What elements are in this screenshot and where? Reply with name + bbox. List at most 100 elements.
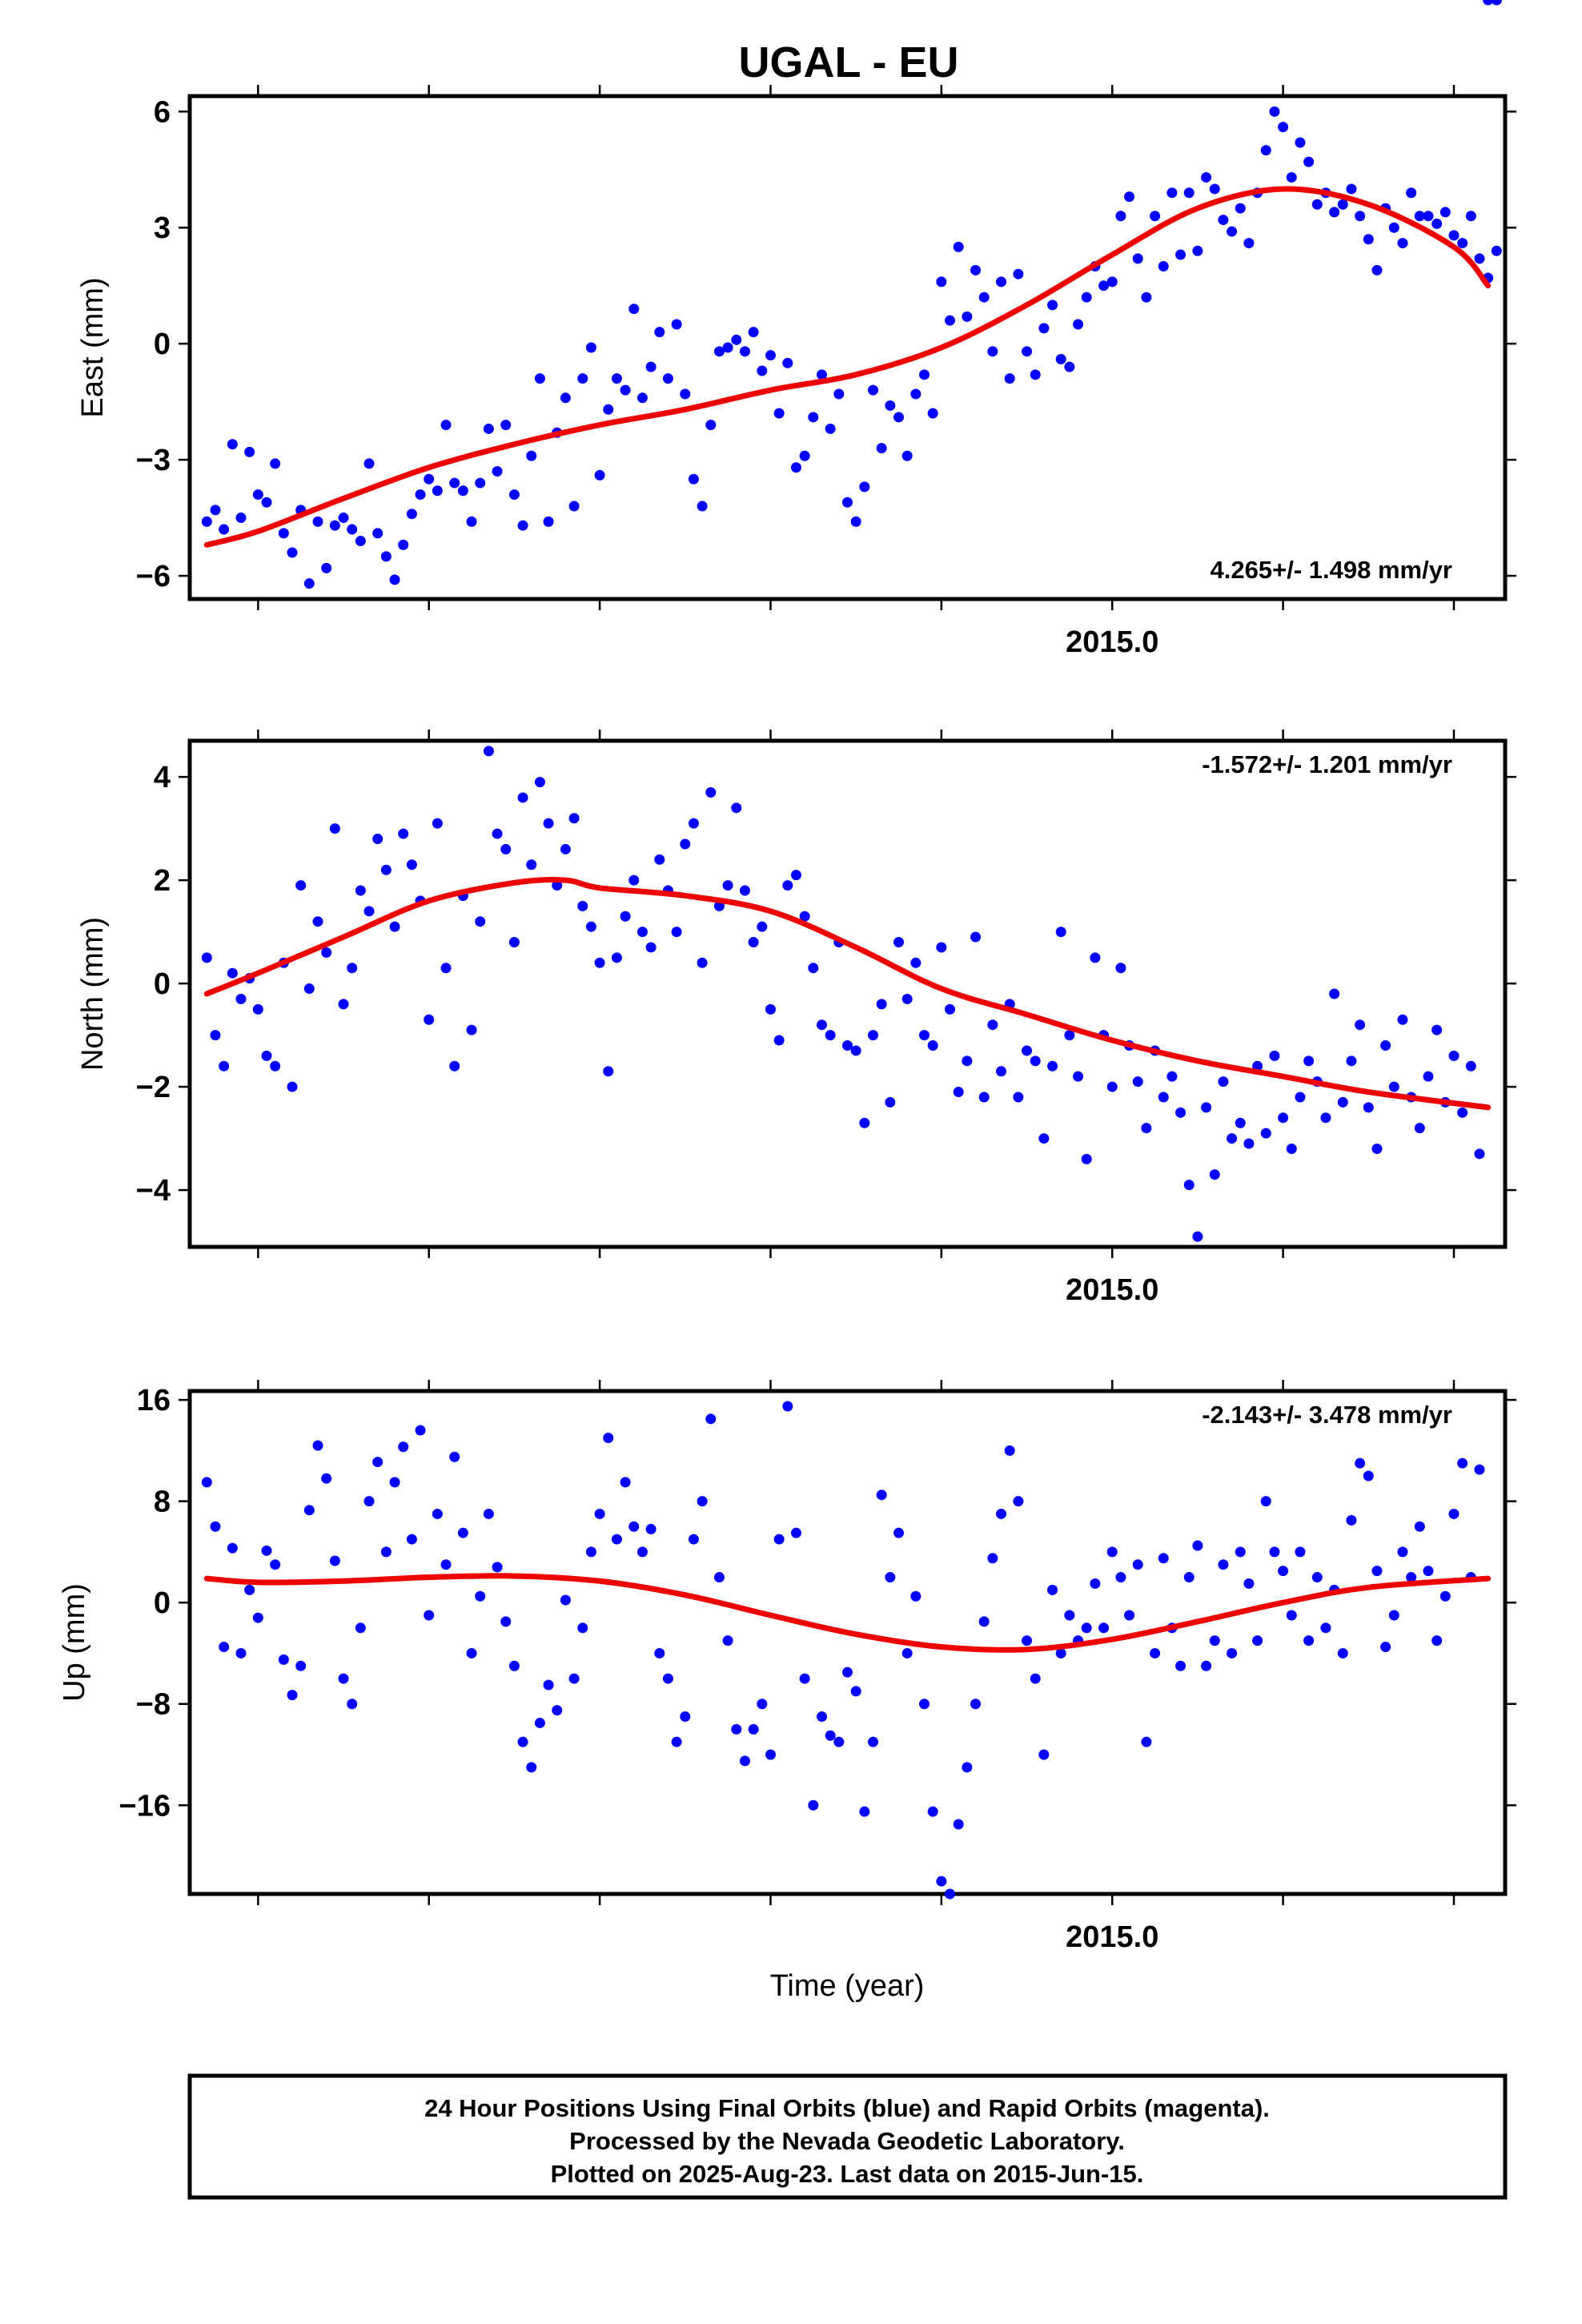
east-y-tick-label: 0 [154,328,171,361]
up-data-point [628,1521,640,1532]
north-y-tick-label: 2 [154,864,171,898]
east-data-point [1175,249,1186,260]
up-data-point [671,1736,682,1747]
up-data-point [398,1441,409,1453]
east-data-point [568,501,580,512]
up-data-point [1269,1546,1280,1558]
east-data-point [782,357,793,368]
up-data-point [808,1799,819,1811]
up-data-point [825,1730,836,1741]
up-y-tick-label: 0 [154,1586,171,1620]
up-data-point [1423,1566,1434,1577]
north-data-point [1235,1117,1246,1128]
up-data-point [1346,1514,1357,1526]
up-data-point [654,1647,665,1659]
east-data-point [1064,361,1075,372]
up-data-point [1337,1647,1348,1659]
up-y-tick-label: 8 [154,1486,171,1519]
east-data-point [1388,222,1399,233]
north-data-point [543,818,554,829]
north-data-point [671,927,682,938]
up-data-point [901,1647,913,1659]
north-data-point [398,828,409,839]
north-data-point [1337,1096,1348,1108]
east-data-point [483,423,494,434]
up-data-point [577,1622,588,1634]
east-data-point [492,466,503,477]
north-data-point [508,937,520,948]
east-data-point [927,408,938,419]
north-data-point [270,1060,281,1072]
north-y-axis-label: North (mm) [76,917,110,1071]
north-data-point [1414,1123,1425,1134]
up-data-point [1448,1508,1460,1519]
up-data-point [1286,1610,1297,1621]
up-data-point [415,1425,426,1436]
east-data-point [1439,207,1451,218]
north-data-point [688,818,699,829]
east-data-point [415,489,426,501]
north-data-point [1218,1076,1229,1088]
east-data-point [1457,238,1468,249]
up-data-point [970,1699,982,1710]
north-data-point [757,921,768,932]
east-data-point [808,412,819,423]
up-data-point [765,1749,776,1760]
up-data-point [594,1508,605,1519]
up-data-point [389,1477,400,1488]
north-data-point [577,900,588,911]
up-data-point [1141,1736,1152,1747]
north-data-point [876,999,887,1010]
north-data-point [1295,1092,1306,1103]
up-rate-label: -2.143+/- 3.478 mm/yr [1202,1401,1452,1429]
up-data-point [303,1505,315,1516]
east-data-point [799,450,810,461]
up-data-point [757,1699,768,1710]
up-data-point [833,1736,845,1747]
north-data-point [1431,1024,1443,1035]
north-data-point [287,1081,298,1092]
up-data-point [1371,1566,1383,1577]
east-data-point [380,551,391,562]
east-data-point [1311,199,1323,210]
north-data-point [312,916,323,927]
north-y-tick-label: 4 [154,761,171,794]
up-data-point [1252,1635,1263,1647]
north-x-tick-label: 2015.0 [1066,1273,1158,1307]
north-data-point [1448,1050,1460,1061]
east-data-point [722,342,733,353]
east-data-point [1355,211,1366,222]
north-data-point [1474,1148,1485,1160]
up-data-point [201,1477,212,1488]
east-data-point [910,388,921,400]
north-data-point [1329,988,1340,999]
up-data-point [449,1451,460,1462]
north-data-point [526,859,537,870]
north-data-point [500,843,512,854]
east-data-point [278,528,289,539]
up-data-point [1235,1546,1246,1558]
north-data-point [347,963,358,974]
up-data-point [321,1473,332,1484]
east-data-point [1286,171,1297,183]
up-data-point [842,1667,853,1678]
up-data-point [953,1819,964,1830]
east-data-point [449,477,460,489]
up-data-point [252,1612,263,1623]
up-data-point [1218,1559,1229,1570]
north-data-point [1388,1081,1399,1092]
up-data-point [295,1660,307,1671]
east-data-point [636,392,648,404]
up-data-point [688,1534,699,1545]
up-data-point [432,1508,443,1519]
up-data-point [227,1542,238,1554]
north-y-tick-label: 0 [154,967,171,1001]
north-data-point [731,802,742,814]
east-data-point [893,412,905,423]
east-data-point [850,516,861,527]
up-data-point [526,1762,537,1773]
up-data-point [1106,1546,1118,1558]
up-data-point [1124,1610,1135,1621]
east-data-point [713,346,725,357]
